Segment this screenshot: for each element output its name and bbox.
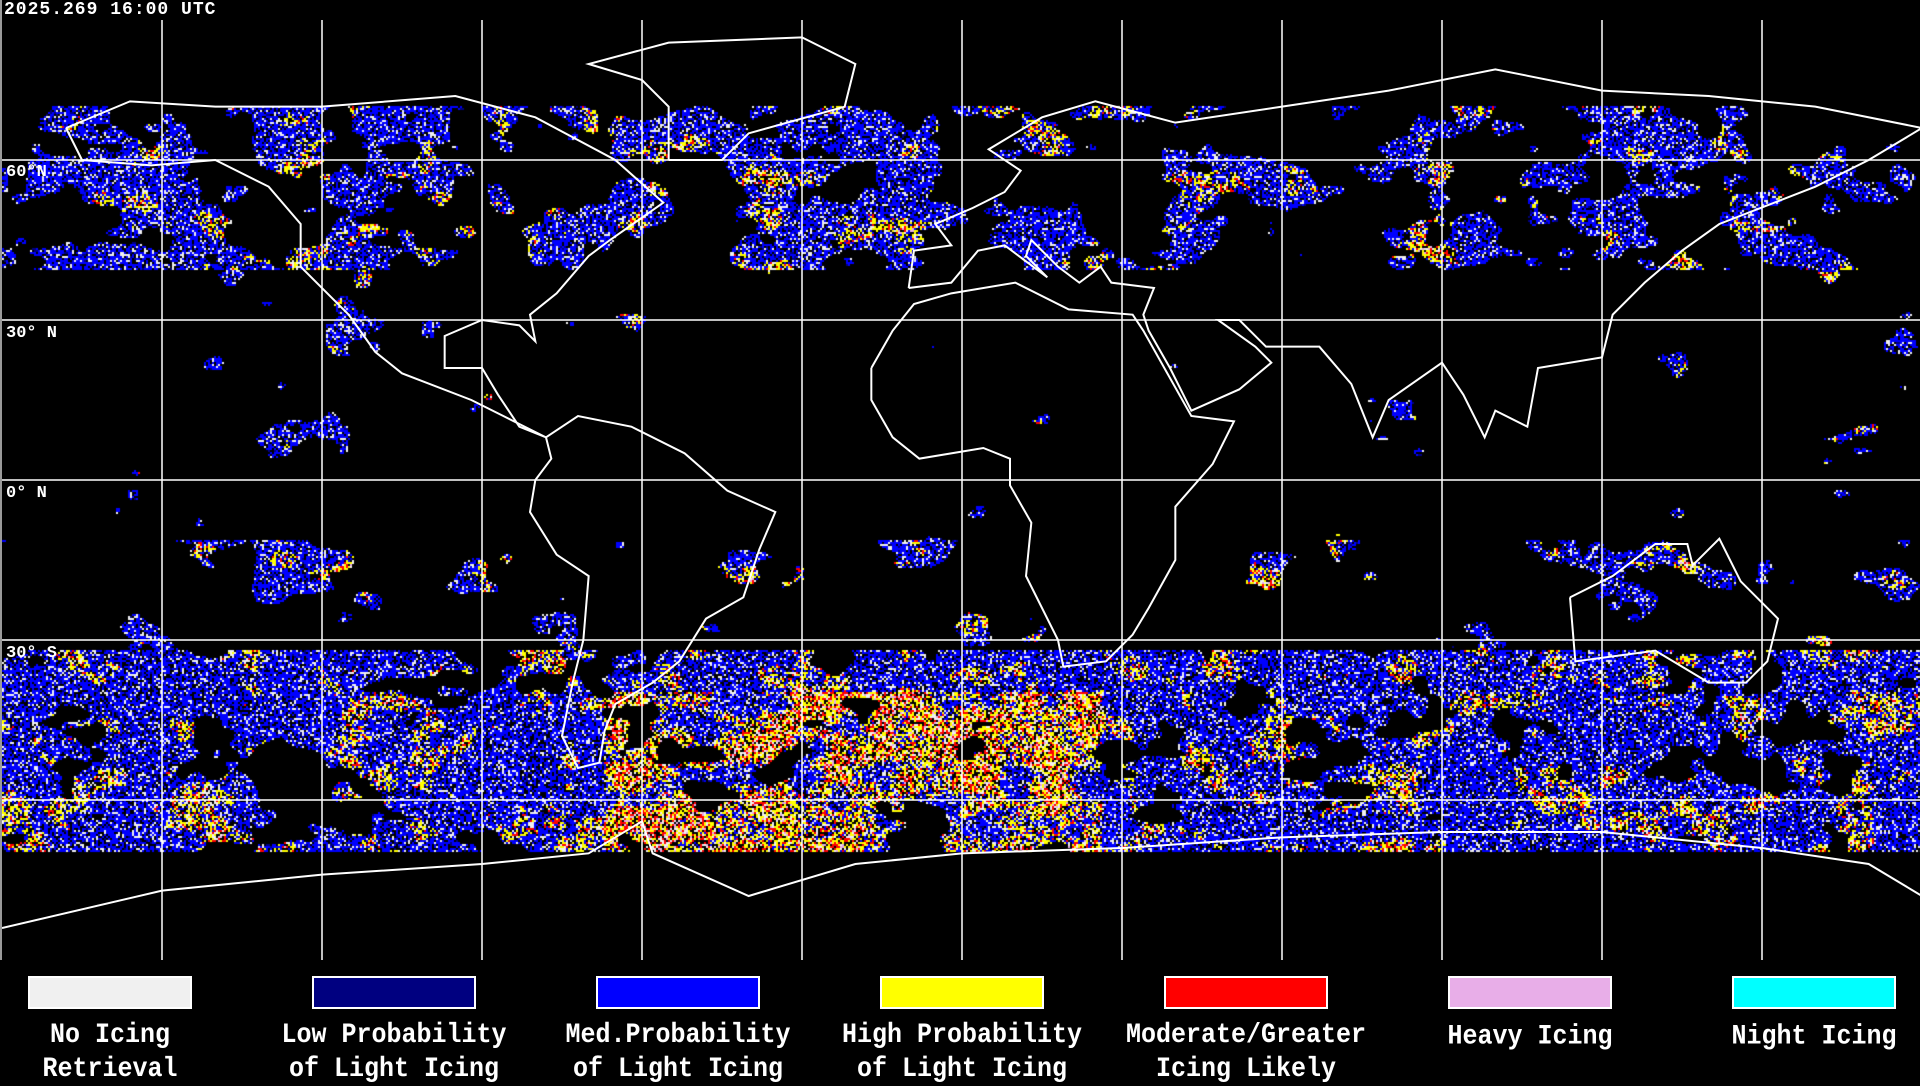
legend-swatch [28, 976, 192, 1009]
legend-swatch [880, 976, 1044, 1009]
coastline-antarctica [2, 819, 1920, 929]
legend-swatch [596, 976, 760, 1009]
legend-swatch [1732, 976, 1896, 1009]
map-overlay [2, 20, 1920, 960]
legend-item: Low Probability of Light Icing [252, 976, 536, 1085]
lat-label-30s: 30° S [6, 644, 58, 663]
legend-label: No Icing Retrieval [42, 1019, 178, 1085]
coastline-south-america [528, 414, 777, 770]
legend-item: Heavy Icing [1388, 976, 1672, 1052]
legend-label: High Probability of Light Icing [841, 1019, 1083, 1085]
legend-item: No Icing Retrieval [0, 976, 252, 1085]
legend-label: Heavy Icing [1447, 1020, 1613, 1053]
coastline-eurasia [907, 68, 1920, 440]
coastline-north-america [65, 94, 665, 439]
legend-item: Night Icing [1672, 976, 1920, 1052]
legend-swatch [1448, 976, 1612, 1009]
legend-label: Med.Probability of Light Icing [565, 1019, 791, 1085]
lat-label-30n: 30° N [6, 324, 58, 343]
timestamp: 2025.269 16:00 UTC [4, 0, 217, 20]
legend-item: Moderate/Greater Icing Likely [1104, 976, 1388, 1085]
legend-item: Med.Probability of Light Icing [536, 976, 820, 1085]
lat-label-0n: 0° N [6, 484, 47, 503]
legend-label: Night Icing [1731, 1020, 1897, 1053]
coastline-greenland [584, 36, 857, 161]
legend-label: Low Probability of Light Icing [281, 1019, 507, 1085]
coastline-africa [870, 281, 1236, 668]
legend-swatch [1164, 976, 1328, 1009]
coastline-australia [1569, 536, 1780, 684]
legend-swatch [312, 976, 476, 1009]
legend-item: High Probability of Light Icing [820, 976, 1104, 1085]
legend-label: Moderate/Greater Icing Likely [1125, 1019, 1367, 1085]
icing-map [0, 0, 1920, 960]
lat-label-60n: 60°N [6, 163, 47, 182]
